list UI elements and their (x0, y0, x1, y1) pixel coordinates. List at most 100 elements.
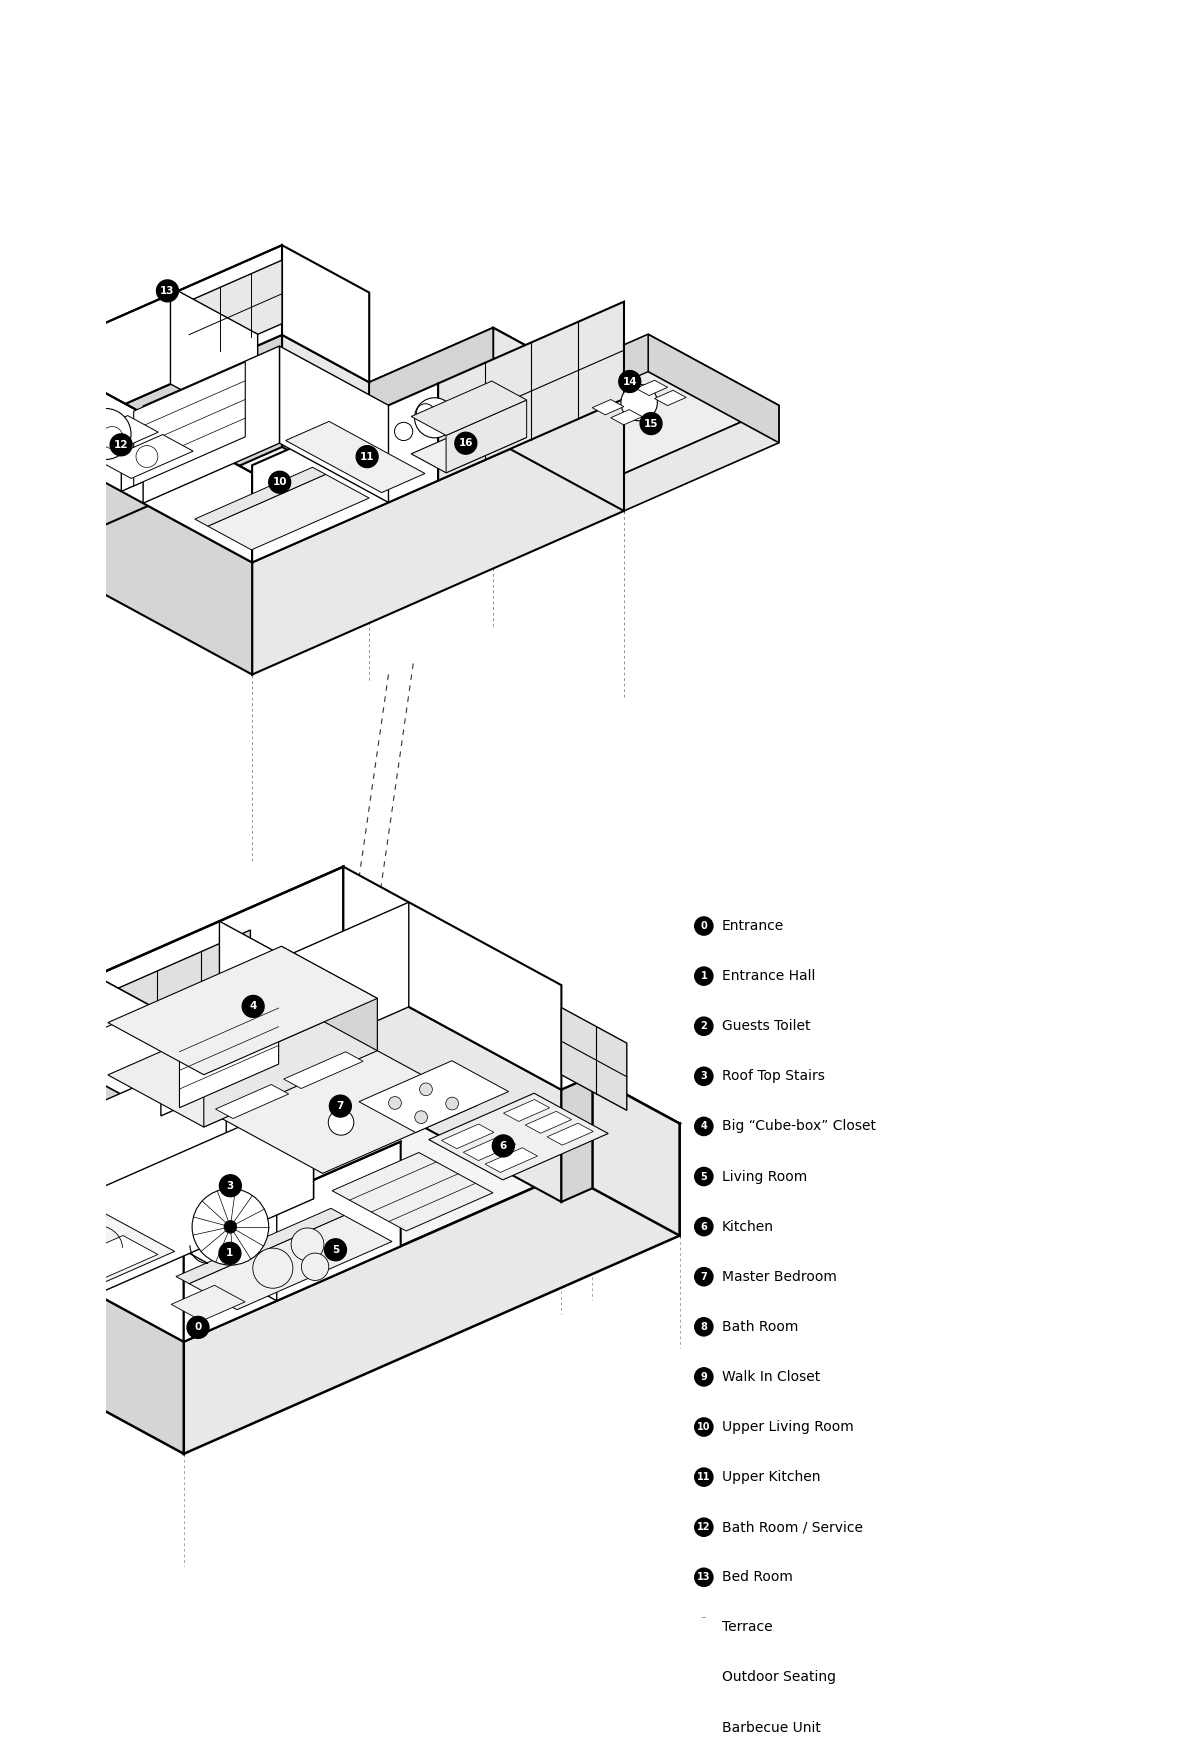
Text: Outdoor Seating: Outdoor Seating (722, 1670, 836, 1684)
Circle shape (695, 1368, 713, 1386)
Text: 11: 11 (697, 1473, 710, 1482)
Circle shape (224, 1220, 236, 1234)
Circle shape (695, 1167, 713, 1185)
Text: 2: 2 (89, 1253, 96, 1263)
Polygon shape (172, 1286, 245, 1321)
Polygon shape (176, 1208, 344, 1284)
Text: Living Room: Living Room (722, 1169, 808, 1183)
Polygon shape (442, 1124, 494, 1148)
Polygon shape (359, 1061, 509, 1133)
Circle shape (695, 1068, 713, 1085)
Circle shape (187, 1316, 209, 1338)
Polygon shape (108, 946, 377, 1075)
Circle shape (414, 398, 455, 438)
Polygon shape (170, 286, 258, 431)
Circle shape (695, 1317, 713, 1337)
Circle shape (415, 1112, 427, 1124)
Polygon shape (438, 302, 624, 480)
Polygon shape (493, 328, 624, 511)
Polygon shape (0, 1235, 184, 1454)
Polygon shape (428, 1092, 608, 1180)
Polygon shape (0, 1194, 80, 1347)
Circle shape (324, 1239, 347, 1260)
Polygon shape (180, 989, 278, 1108)
Polygon shape (343, 867, 562, 1091)
Text: 0: 0 (701, 921, 707, 932)
Text: 11: 11 (360, 452, 374, 462)
Text: 6: 6 (499, 1141, 506, 1152)
Circle shape (416, 403, 434, 422)
Polygon shape (108, 998, 377, 1127)
Polygon shape (204, 998, 377, 1127)
Text: Bath Room: Bath Room (722, 1319, 798, 1333)
Circle shape (456, 394, 475, 414)
Polygon shape (184, 1124, 679, 1454)
Polygon shape (446, 400, 527, 473)
Circle shape (695, 1618, 713, 1637)
Polygon shape (282, 335, 370, 494)
Polygon shape (286, 421, 425, 492)
Text: 5: 5 (701, 1171, 707, 1181)
Text: 0: 0 (194, 1323, 202, 1333)
Text: 10: 10 (697, 1422, 710, 1433)
Circle shape (695, 916, 713, 935)
Polygon shape (562, 1077, 593, 1202)
Polygon shape (194, 468, 325, 527)
Polygon shape (102, 1047, 227, 1206)
Circle shape (77, 1232, 98, 1255)
Text: 7: 7 (337, 1101, 344, 1112)
Circle shape (695, 1518, 713, 1536)
Text: 15: 15 (644, 419, 659, 429)
Circle shape (253, 1248, 293, 1288)
Circle shape (356, 445, 378, 468)
Text: 10: 10 (272, 476, 287, 487)
Text: 14: 14 (697, 1623, 710, 1632)
Polygon shape (96, 930, 251, 1066)
Circle shape (619, 370, 641, 393)
Polygon shape (208, 475, 370, 550)
Polygon shape (654, 391, 686, 405)
Polygon shape (34, 443, 252, 675)
Polygon shape (0, 1150, 66, 1225)
Polygon shape (547, 1124, 593, 1145)
Circle shape (492, 1134, 515, 1157)
Polygon shape (280, 346, 389, 503)
Text: 7: 7 (701, 1272, 707, 1283)
Circle shape (82, 1248, 103, 1269)
Text: Kitchen: Kitchen (722, 1220, 774, 1234)
Text: Upper Living Room: Upper Living Room (722, 1420, 854, 1434)
Polygon shape (184, 1141, 401, 1342)
Polygon shape (0, 1131, 184, 1342)
Text: 1: 1 (701, 972, 707, 981)
Circle shape (445, 1098, 458, 1110)
Circle shape (301, 1253, 329, 1281)
Text: Bed Room: Bed Room (722, 1570, 793, 1584)
Polygon shape (0, 867, 343, 1134)
Text: Upper Kitchen: Upper Kitchen (722, 1469, 821, 1483)
Polygon shape (283, 1052, 364, 1089)
Polygon shape (0, 972, 679, 1342)
Polygon shape (282, 246, 370, 382)
Polygon shape (0, 972, 343, 1248)
Polygon shape (96, 975, 313, 1199)
Polygon shape (34, 335, 282, 557)
Polygon shape (636, 380, 667, 396)
Polygon shape (412, 380, 527, 436)
Text: Master Bedroom: Master Bedroom (722, 1270, 836, 1284)
Polygon shape (205, 1042, 478, 1173)
Polygon shape (493, 335, 779, 473)
Text: Guests Toilet: Guests Toilet (722, 1019, 810, 1033)
Circle shape (695, 1569, 713, 1586)
Circle shape (695, 1218, 713, 1235)
Text: 2: 2 (701, 1021, 707, 1031)
Polygon shape (96, 1094, 313, 1295)
Circle shape (218, 1242, 241, 1265)
Circle shape (695, 1419, 713, 1436)
Text: 3: 3 (227, 1181, 234, 1190)
Polygon shape (34, 328, 624, 562)
Circle shape (156, 279, 179, 302)
Text: 5: 5 (332, 1244, 340, 1255)
Polygon shape (562, 1007, 626, 1110)
Polygon shape (67, 1235, 158, 1279)
Polygon shape (121, 372, 258, 492)
